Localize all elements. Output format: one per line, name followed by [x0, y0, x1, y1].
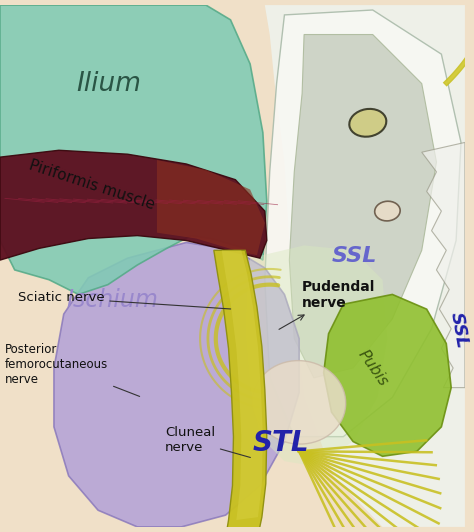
Polygon shape	[289, 35, 437, 378]
Polygon shape	[194, 251, 267, 532]
Polygon shape	[54, 243, 299, 527]
Polygon shape	[0, 150, 267, 260]
Polygon shape	[0, 5, 267, 294]
Text: Pubis: Pubis	[355, 347, 391, 389]
Text: Sciatic nerve: Sciatic nerve	[18, 292, 231, 309]
Text: STL: STL	[253, 429, 310, 458]
Text: Pudendal
nerve: Pudendal nerve	[279, 280, 375, 329]
Polygon shape	[265, 10, 461, 437]
Text: Posterior
femorocutaneous
nerve: Posterior femorocutaneous nerve	[5, 343, 140, 396]
Polygon shape	[265, 5, 465, 527]
Ellipse shape	[349, 109, 386, 137]
Ellipse shape	[253, 361, 346, 444]
Polygon shape	[245, 245, 387, 466]
Polygon shape	[422, 143, 465, 388]
Text: Ischium: Ischium	[67, 288, 159, 312]
Polygon shape	[324, 294, 451, 456]
Text: SSL: SSL	[331, 246, 377, 266]
Text: Cluneal
nerve: Cluneal nerve	[165, 426, 250, 458]
Polygon shape	[222, 251, 263, 520]
Ellipse shape	[375, 201, 400, 221]
Text: Ilium: Ilium	[76, 71, 142, 97]
Polygon shape	[157, 160, 265, 255]
Polygon shape	[0, 5, 465, 527]
Text: Piriformis muscle: Piriformis muscle	[27, 157, 157, 212]
Text: SSL: SSL	[447, 311, 471, 351]
